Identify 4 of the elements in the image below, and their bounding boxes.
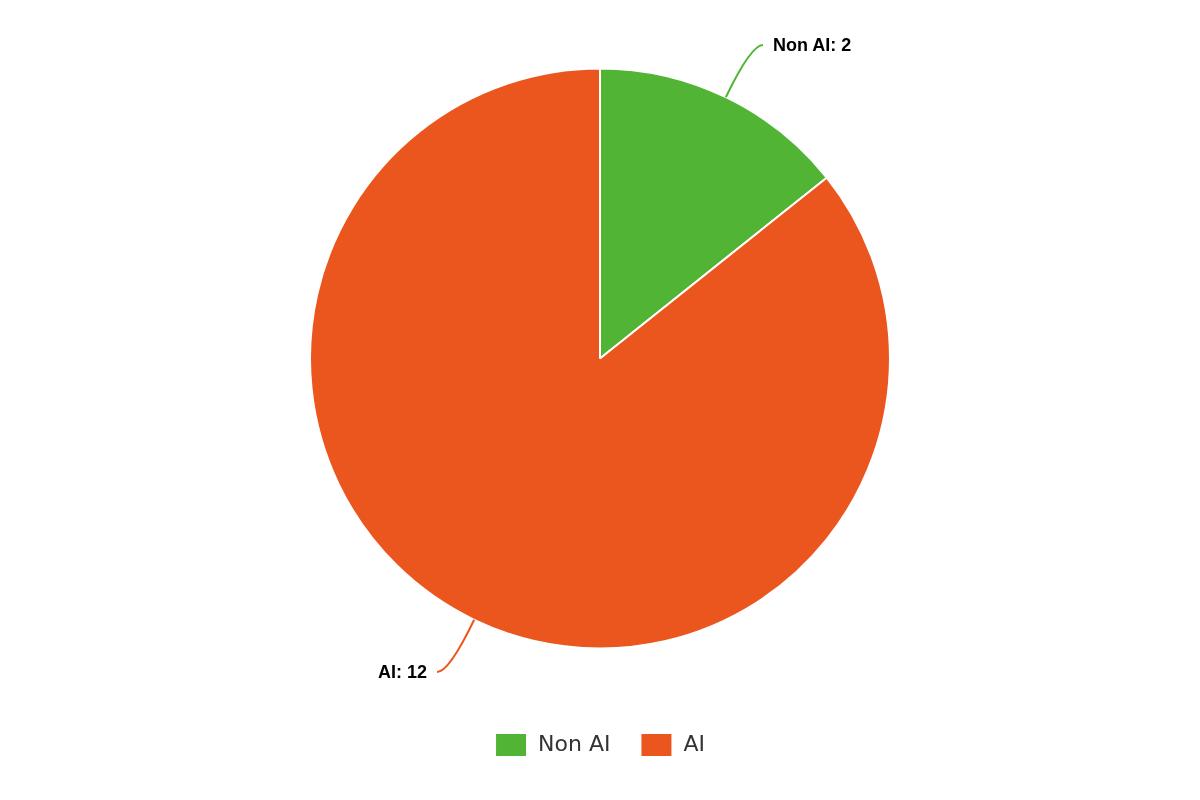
legend-label: AI (683, 730, 705, 756)
data-label: AI: 12 (377, 662, 428, 683)
legend-label: Non AI (538, 730, 611, 756)
data-label: Non AI: 2 (772, 34, 852, 55)
